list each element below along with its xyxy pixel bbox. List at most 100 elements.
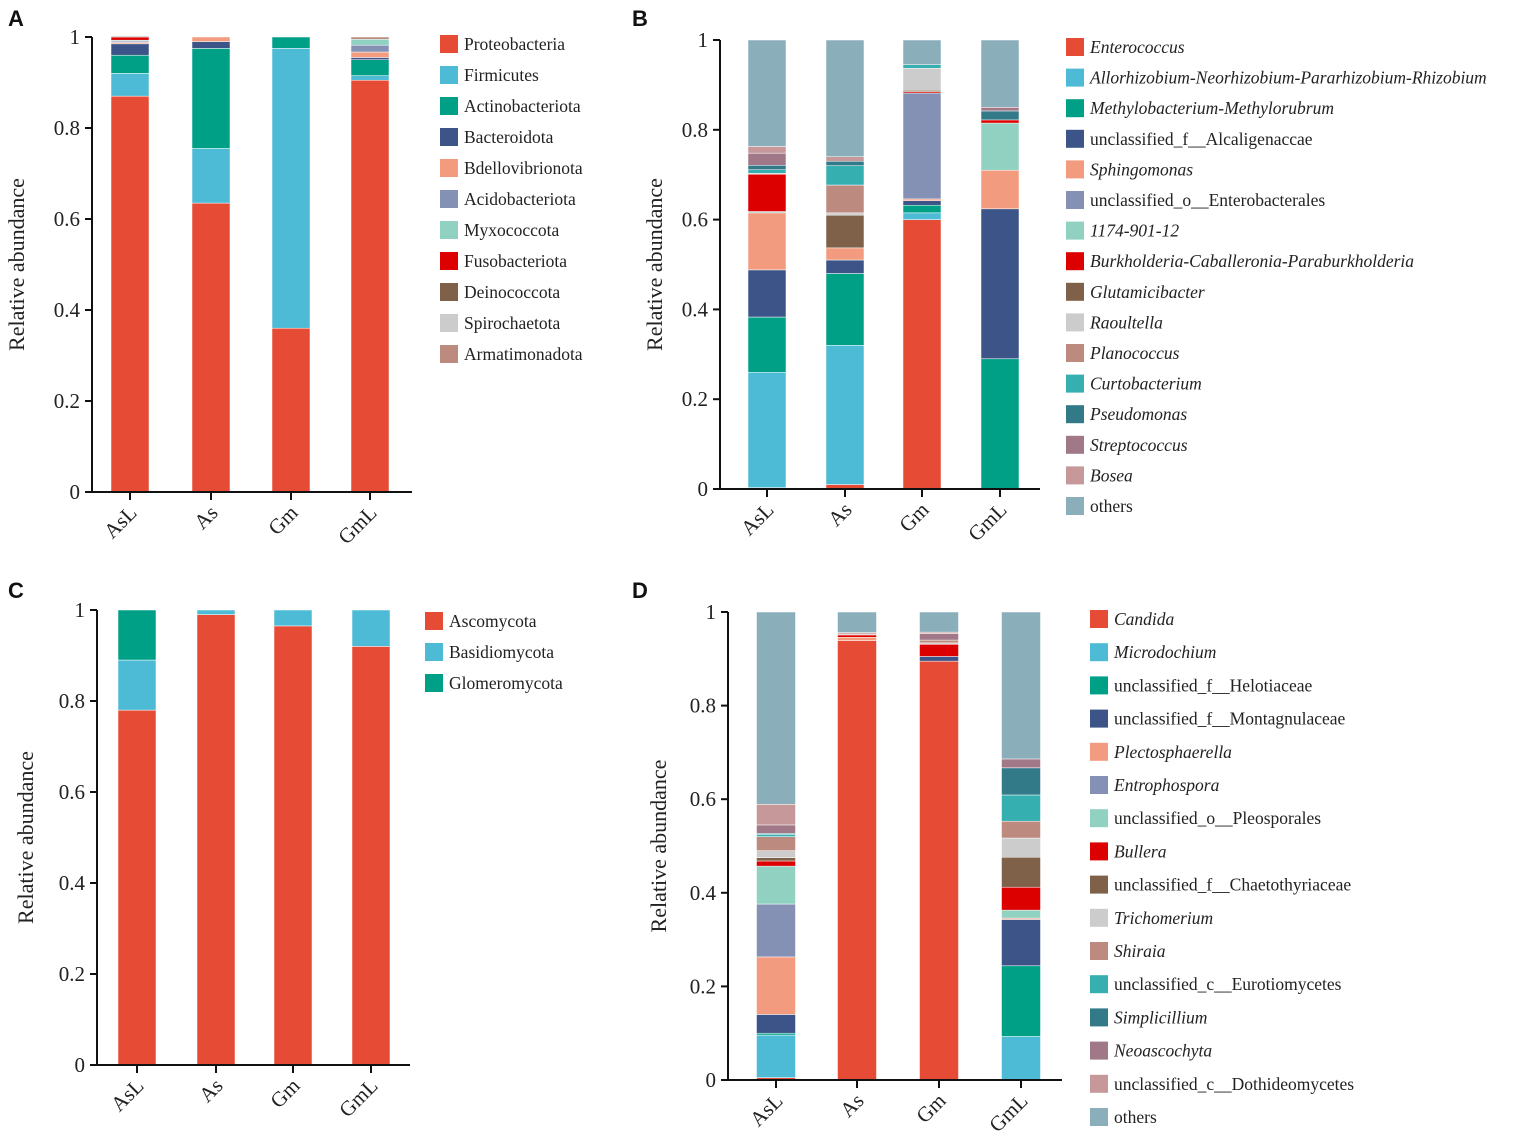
bar-segment-AsL-11 <box>756 834 796 837</box>
legend-label: others <box>1090 496 1133 516</box>
bar-segment-GmL-13 <box>1001 758 1041 769</box>
bar-segment-GmL-1 <box>1001 1036 1041 1081</box>
y-tick-label: 0 <box>698 477 709 501</box>
legend-swatch <box>440 159 458 177</box>
legend-label: Raoultella <box>1089 312 1163 332</box>
y-tick-label: 0.6 <box>682 208 708 232</box>
legend-label: unclassified_f__Helotiaceae <box>1114 675 1312 695</box>
legend-swatch <box>440 190 458 208</box>
y-tick-label: 1 <box>698 28 709 52</box>
bar-segment-As-15 <box>825 39 865 157</box>
bar-segment-GmL-11 <box>1001 794 1041 822</box>
y-tick-label: 0.8 <box>54 116 80 140</box>
bar-segment-Gm-0 <box>273 625 313 1066</box>
legend-swatch <box>1090 1041 1108 1060</box>
legend-label: Enterococcus <box>1089 37 1185 57</box>
bar-segment-AsL-15 <box>747 39 787 147</box>
y-tick-label: 0 <box>706 1068 717 1092</box>
legend-swatch <box>1090 1108 1108 1126</box>
panel-a: A 0 0.2 0.4 0.6 0.8 1 AsL As Gm GmL Relative abunda… <box>4 6 583 549</box>
legend-label: Burkholderia-Caballeronia-Paraburkholder… <box>1090 251 1414 271</box>
legend-swatch <box>440 35 458 53</box>
bar-segment-Gm-0 <box>902 219 942 490</box>
legend-swatch <box>440 283 458 301</box>
legend-label: Streptococcus <box>1090 435 1188 455</box>
bar-segment-GmL-3 <box>350 57 390 60</box>
legend-swatch <box>440 128 458 146</box>
bar-segment-Gm-4 <box>902 198 942 201</box>
legend-swatch <box>1066 99 1084 118</box>
y-tick-label: 0.8 <box>690 694 716 718</box>
bar-segment-As-1 <box>196 609 236 615</box>
y-axis-label: Relative abundance <box>13 751 38 924</box>
bar-segment-As-3 <box>825 259 865 274</box>
legend-label: Acidobacteriota <box>464 189 576 209</box>
bar-segment-GmL-2 <box>1001 965 1041 1037</box>
legend-swatch <box>440 252 458 270</box>
x-tick-label: As <box>823 498 856 531</box>
bar-segment-As-0 <box>196 614 236 1066</box>
x-tick-label: AsL <box>745 1089 788 1132</box>
legend-label: Methylobacterium-Methylorubrum <box>1089 98 1334 118</box>
bar-segment-GmL-0 <box>350 79 390 493</box>
legend-swatch <box>1090 942 1108 960</box>
bar-segment-As-4 <box>191 36 231 42</box>
legend-label: Deinococcota <box>464 282 560 302</box>
bar-segment-AsL-3 <box>756 1014 796 1034</box>
legend-swatch <box>1066 160 1084 179</box>
bar-segment-As-15 <box>837 611 877 633</box>
bar-segment-AsL-3 <box>110 43 150 56</box>
bar-segment-As-2 <box>825 273 865 346</box>
legend-label: unclassified_c__Dothideomycetes <box>1114 1074 1354 1094</box>
legend-label: unclassified_f__Alcaligenaccae <box>1090 129 1313 149</box>
legend-swatch <box>1090 1074 1108 1093</box>
legend-swatch <box>1066 282 1084 301</box>
bar-segment-AsL-5 <box>756 903 796 958</box>
legend-label: Trichomerium <box>1114 908 1213 928</box>
bar-segment-Gm-9 <box>902 68 942 91</box>
bar-segment-Gm-0 <box>919 660 959 1081</box>
legend-label: Bdellovibrionota <box>464 158 583 178</box>
bar-segment-GmL-7 <box>1001 886 1041 911</box>
bar-segment-Gm-1 <box>273 609 313 627</box>
legend-label: Firmicutes <box>464 65 539 85</box>
bar-segment-AsL-6 <box>756 865 796 905</box>
x-tick-label: As <box>194 1074 227 1107</box>
bar-segment-AsL-15 <box>756 611 796 805</box>
bar-segment-Gm-3 <box>919 656 959 662</box>
legend-label: Planococcus <box>1089 343 1180 363</box>
bar-segment-GmL-10 <box>350 36 390 40</box>
bar-segment-As-3 <box>191 41 231 49</box>
bar-segment-GmL-6 <box>1001 909 1041 919</box>
y-tick-label: 0.8 <box>682 118 708 142</box>
bar-segment-GmL-5 <box>350 44 390 53</box>
legend-swatch <box>1090 842 1108 861</box>
legend-swatch <box>1066 466 1084 485</box>
bar-segment-As-1 <box>191 148 231 204</box>
bar-segment-AsL-4 <box>747 212 787 271</box>
bar-segment-AsL-14 <box>756 804 796 826</box>
legend-swatch <box>1090 875 1108 894</box>
bar-segment-GmL-0 <box>351 646 391 1066</box>
bar-segment-Gm-7 <box>919 644 959 657</box>
bar-segment-GmL-9 <box>1001 837 1041 858</box>
x-tick-label: As <box>189 501 222 534</box>
legend-label: Armatimonadota <box>464 344 583 364</box>
bar-segment-GmL-3 <box>980 208 1020 360</box>
bar-segment-Gm-2 <box>902 204 942 214</box>
legend-label: Ascomycota <box>449 611 537 631</box>
legend-label: Microdochium <box>1113 642 1216 662</box>
bar-segment-AsL-2 <box>110 54 150 74</box>
legend-label: unclassified_c__Eurotiomycetes <box>1114 974 1342 994</box>
x-tick-label: AsL <box>736 498 779 541</box>
y-tick-label: 0.2 <box>682 387 708 411</box>
bar-segment-AsL-2 <box>756 1032 796 1036</box>
y-tick-label: 0 <box>75 1053 86 1077</box>
legend-label: Entrophospora <box>1113 775 1220 795</box>
bar-segment-GmL-1 <box>351 609 391 647</box>
legend-swatch <box>1066 313 1084 332</box>
legend-swatch <box>1066 38 1084 56</box>
legend-swatch <box>1090 809 1108 828</box>
bar-segment-GmL-12 <box>980 110 1020 121</box>
